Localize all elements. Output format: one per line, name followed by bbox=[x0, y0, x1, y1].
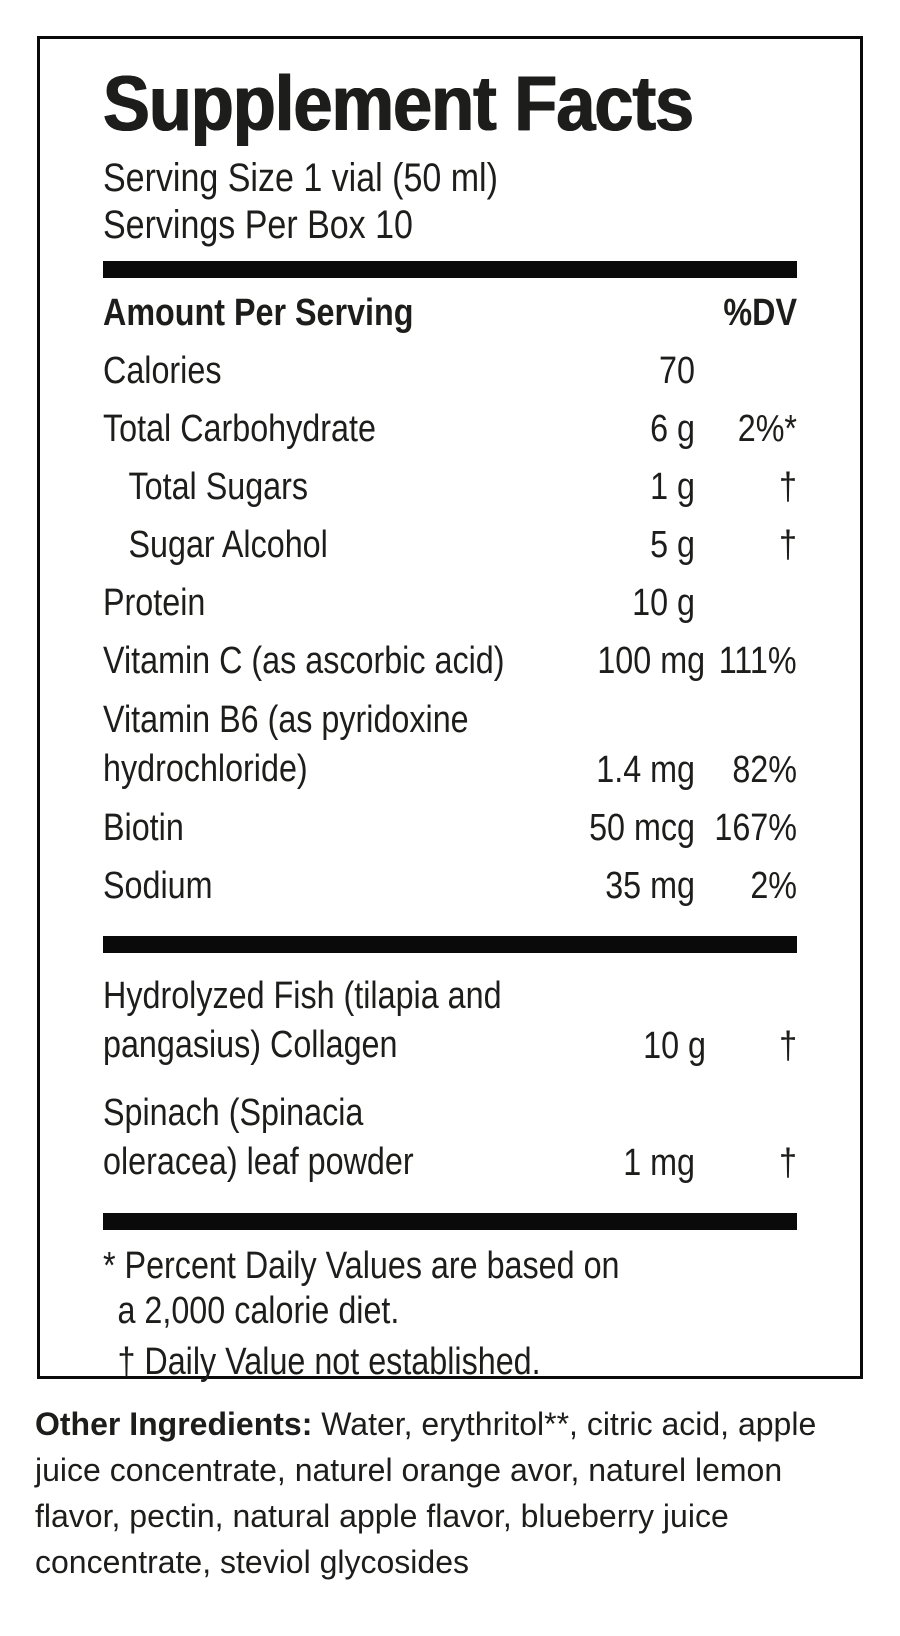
nutrient-rows: Calories 70 Total Carbohydrate 6 g 2%* T… bbox=[103, 348, 797, 910]
supplement-facts-panel: Supplement Facts Serving Size 1 vial (50… bbox=[37, 36, 863, 1383]
row-amount: 6 g bbox=[650, 407, 695, 450]
row-name: Protein bbox=[103, 581, 206, 624]
row-name: Sodium bbox=[103, 864, 213, 907]
divider-bar-top bbox=[103, 260, 797, 278]
row-name: Calories bbox=[103, 349, 222, 392]
table-row-sugar-alcohol: Sugar Alcohol 5 g † bbox=[103, 522, 798, 569]
row-dv: † bbox=[779, 1024, 797, 1067]
footnote-daily-value-not-established: † Daily Value not established. bbox=[117, 1340, 541, 1383]
row-name: Vitamin C (as ascorbic acid) bbox=[103, 639, 505, 682]
other-ingredients-text: Water, erythritol**, citric acid, apple … bbox=[35, 1406, 817, 1580]
row-amount: 35 mg bbox=[605, 864, 695, 907]
row-name: Vitamin B6 (as pyridoxine hydrochloride) bbox=[103, 698, 469, 790]
row-dv: † bbox=[779, 465, 797, 508]
divider-bar-middle bbox=[103, 935, 797, 953]
table-row-protein: Protein 10 g bbox=[103, 580, 797, 627]
row-amount: 1 mg bbox=[623, 1141, 695, 1184]
footnotes: * Percent Daily Values are based on a 2,… bbox=[103, 1244, 797, 1385]
dv-header: %DV bbox=[723, 291, 797, 334]
table-row-spinach-leaf-powder: Spinach (Spinacia oleracea) leaf powder … bbox=[103, 1089, 797, 1187]
row-amount: 10 g bbox=[632, 581, 695, 624]
table-header-row: Amount Per Serving %DV bbox=[103, 290, 797, 337]
row-amount: 1.4 mg bbox=[596, 748, 695, 791]
botanical-rows: Hydrolyzed Fish (tilapia and pangasius) … bbox=[103, 972, 797, 1187]
row-name: Spinach (Spinacia oleracea) leaf powder bbox=[103, 1091, 414, 1183]
amount-per-serving-header: Amount Per Serving bbox=[103, 291, 414, 334]
row-amount: 5 g bbox=[650, 523, 695, 566]
table-row-vitamin-b6: Vitamin B6 (as pyridoxine hydrochloride)… bbox=[103, 696, 797, 794]
row-amount: 1 g bbox=[650, 465, 695, 508]
other-ingredients-paragraph: Other Ingredients: Water, erythritol**, … bbox=[35, 1401, 865, 1585]
row-name: Biotin bbox=[103, 806, 184, 849]
other-ingredients-label: Other Ingredients: bbox=[35, 1406, 313, 1442]
row-dv: 167% bbox=[714, 806, 797, 849]
table-row-total-carbohydrate: Total Carbohydrate 6 g 2%* bbox=[103, 406, 797, 453]
row-name: Sugar Alcohol bbox=[128, 523, 328, 566]
row-name: Total Carbohydrate bbox=[103, 407, 376, 450]
row-name: Total Sugars bbox=[128, 465, 309, 508]
table-row-biotin: Biotin 50 mcg 167% bbox=[103, 805, 797, 852]
footnote-percent-daily-values: * Percent Daily Values are based on a 2,… bbox=[103, 1244, 620, 1332]
table-row-vitamin-c: Vitamin C (as ascorbic acid) 100 mg 111% bbox=[103, 638, 797, 685]
table-row-total-sugars: Total Sugars 1 g † bbox=[103, 464, 798, 511]
row-dv: † bbox=[779, 1141, 797, 1184]
table-row-calories: Calories 70 bbox=[103, 348, 797, 395]
row-name: Hydrolyzed Fish (tilapia and pangasius) … bbox=[103, 974, 502, 1066]
serving-size: Serving Size 1 vial (50 ml) bbox=[103, 155, 498, 200]
table-row-sodium: Sodium 35 mg 2% bbox=[103, 863, 797, 910]
row-dv: † bbox=[779, 523, 797, 566]
table-row-hydrolyzed-fish-collagen: Hydrolyzed Fish (tilapia and pangasius) … bbox=[103, 972, 797, 1070]
row-dv: 82% bbox=[732, 748, 797, 791]
row-dv: 2% bbox=[750, 864, 797, 907]
row-dv: 2%* bbox=[737, 407, 797, 450]
row-amount: 70 bbox=[659, 349, 695, 392]
row-amount: 50 mcg bbox=[589, 806, 695, 849]
divider-bar-bottom bbox=[103, 1212, 797, 1230]
servings-per-box: Servings Per Box 10 bbox=[103, 202, 413, 247]
row-dv: 111% bbox=[719, 639, 797, 682]
panel-title: Supplement Facts bbox=[103, 59, 694, 147]
serving-info: Serving Size 1 vial (50 ml) Servings Per… bbox=[103, 155, 797, 249]
row-amount: 100 mg bbox=[597, 639, 706, 682]
row-amount: 10 g bbox=[643, 1024, 706, 1067]
